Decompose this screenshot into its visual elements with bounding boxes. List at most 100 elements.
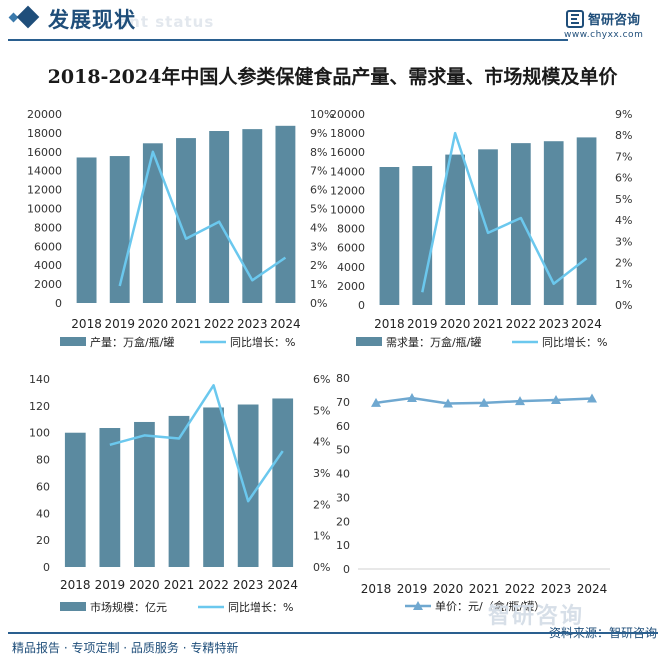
y-tick-label: 0 <box>358 299 365 312</box>
y2-tick-label: 9% <box>310 127 327 140</box>
y-tick-label: 60 <box>336 420 350 433</box>
x-tick-label: 2019 <box>397 582 428 596</box>
growth-line <box>109 384 284 503</box>
x-tick-label: 2024 <box>267 578 298 592</box>
x-tick-label: 2022 <box>505 582 536 596</box>
y2-tick-label: 7% <box>615 150 632 163</box>
legend-label: 同比增长：% <box>542 335 607 349</box>
y-tick-label: 4000 <box>337 261 365 274</box>
x-tick-label: 2021 <box>164 578 195 592</box>
y2-tick-label: 7% <box>310 165 327 178</box>
price-point <box>443 398 453 408</box>
x-tick-label: 2018 <box>60 578 91 592</box>
x-tick-label: 2024 <box>577 582 608 596</box>
bar <box>478 149 498 305</box>
x-tick-label: 2020 <box>138 317 169 331</box>
price-point <box>515 396 525 406</box>
y-tick-label: 20 <box>36 534 50 547</box>
y2-tick-label: 9% <box>615 108 632 121</box>
y-tick-label: 40 <box>36 507 50 520</box>
bar <box>209 131 230 303</box>
header-title: 发展现状 <box>48 8 136 32</box>
y-tick-label: 30 <box>336 491 350 504</box>
x-tick-label: 2023 <box>541 582 572 596</box>
x-tick-label: 2023 <box>538 317 569 331</box>
y-tick-label: 8000 <box>337 223 365 236</box>
bar <box>142 143 163 303</box>
y2-tick-label: 4% <box>310 221 327 234</box>
y-tick-label: 12000 <box>27 184 62 197</box>
y-tick-label: 0 <box>55 297 62 310</box>
y-tick-label: 120 <box>29 400 50 413</box>
y2-tick-label: 2% <box>313 498 330 511</box>
bar <box>237 404 259 567</box>
y-tick-label: 14000 <box>330 165 365 178</box>
y-tick-label: 8000 <box>34 221 62 234</box>
y-tick-label: 100 <box>29 427 50 440</box>
price-point <box>479 397 489 407</box>
header-divider <box>8 39 568 41</box>
bar <box>511 143 531 305</box>
watermark-logo: 智研咨询 <box>488 604 585 629</box>
legend-swatch-bar <box>60 602 86 611</box>
x-tick-label: 2019 <box>95 578 126 592</box>
y-tick-label: 70 <box>336 396 350 409</box>
y2-tick-label: 0% <box>615 299 632 312</box>
y-tick-label: 140 <box>29 373 50 386</box>
brand-logo: 智研咨询 www.chyxx.com <box>562 8 662 40</box>
bar <box>445 154 465 305</box>
y-tick-label: 18000 <box>27 127 62 140</box>
price-point <box>587 393 597 403</box>
page-footer: 资料来源：智研咨询 精品报告 · 专项定制 · 品质服务 · 专精特新 <box>0 622 665 659</box>
x-tick-label: 2020 <box>433 582 464 596</box>
y2-tick-label: 2% <box>615 257 632 270</box>
legend-label: 市场规模：亿元 <box>90 600 167 614</box>
page-header: ent status 发展现状 智研咨询 www.chyxx.com <box>0 0 665 44</box>
y-tick-label: 6000 <box>34 240 62 253</box>
y-tick-label: 10000 <box>27 203 62 216</box>
growth-line <box>118 150 287 287</box>
y2-tick-label: 3% <box>310 240 327 253</box>
y2-tick-label: 0% <box>313 561 330 574</box>
x-tick-label: 2018 <box>361 582 392 596</box>
y2-tick-label: 4% <box>313 436 330 449</box>
y2-tick-label: 10% <box>310 108 334 121</box>
y-tick-label: 12000 <box>330 184 365 197</box>
y2-tick-label: 5% <box>310 203 327 216</box>
bar <box>203 407 224 567</box>
x-tick-label: 2019 <box>104 317 135 331</box>
y2-tick-label: 3% <box>313 467 330 480</box>
y2-tick-label: 3% <box>615 235 632 248</box>
bar <box>76 157 97 303</box>
y2-tick-label: 1% <box>310 278 327 291</box>
y2-tick-label: 5% <box>615 193 632 206</box>
legend-swatch-bar <box>356 337 382 346</box>
y-tick-label: 0 <box>43 561 50 574</box>
y-tick-label: 18000 <box>330 127 365 140</box>
y-tick-label: 6000 <box>337 242 365 255</box>
y-tick-label: 0 <box>343 563 350 576</box>
x-tick-label: 2021 <box>171 317 202 331</box>
bar <box>176 138 196 303</box>
x-tick-label: 2022 <box>198 578 229 592</box>
bar <box>272 398 294 567</box>
y-tick-label: 80 <box>336 372 350 385</box>
x-tick-label: 2020 <box>129 578 160 592</box>
legend-label: 同比增长：% <box>230 335 295 349</box>
y-tick-label: 50 <box>336 444 350 457</box>
footer-slogan: 精品报告 · 专项定制 · 品质服务 · 专精特新 <box>12 641 239 655</box>
x-tick-label: 2022 <box>204 317 235 331</box>
bar <box>64 432 86 567</box>
x-tick-label: 2021 <box>473 317 504 331</box>
x-tick-label: 2023 <box>233 578 264 592</box>
bar <box>168 415 190 567</box>
y-tick-label: 20000 <box>27 108 62 121</box>
x-tick-label: 2020 <box>440 317 471 331</box>
brand-logo-icon <box>566 10 584 28</box>
y-tick-label: 2000 <box>337 280 365 293</box>
price-point <box>551 394 561 404</box>
legend-label: 同比增长：% <box>228 600 293 614</box>
y2-tick-label: 6% <box>310 184 327 197</box>
header-ghost-text: ent status <box>118 13 215 31</box>
